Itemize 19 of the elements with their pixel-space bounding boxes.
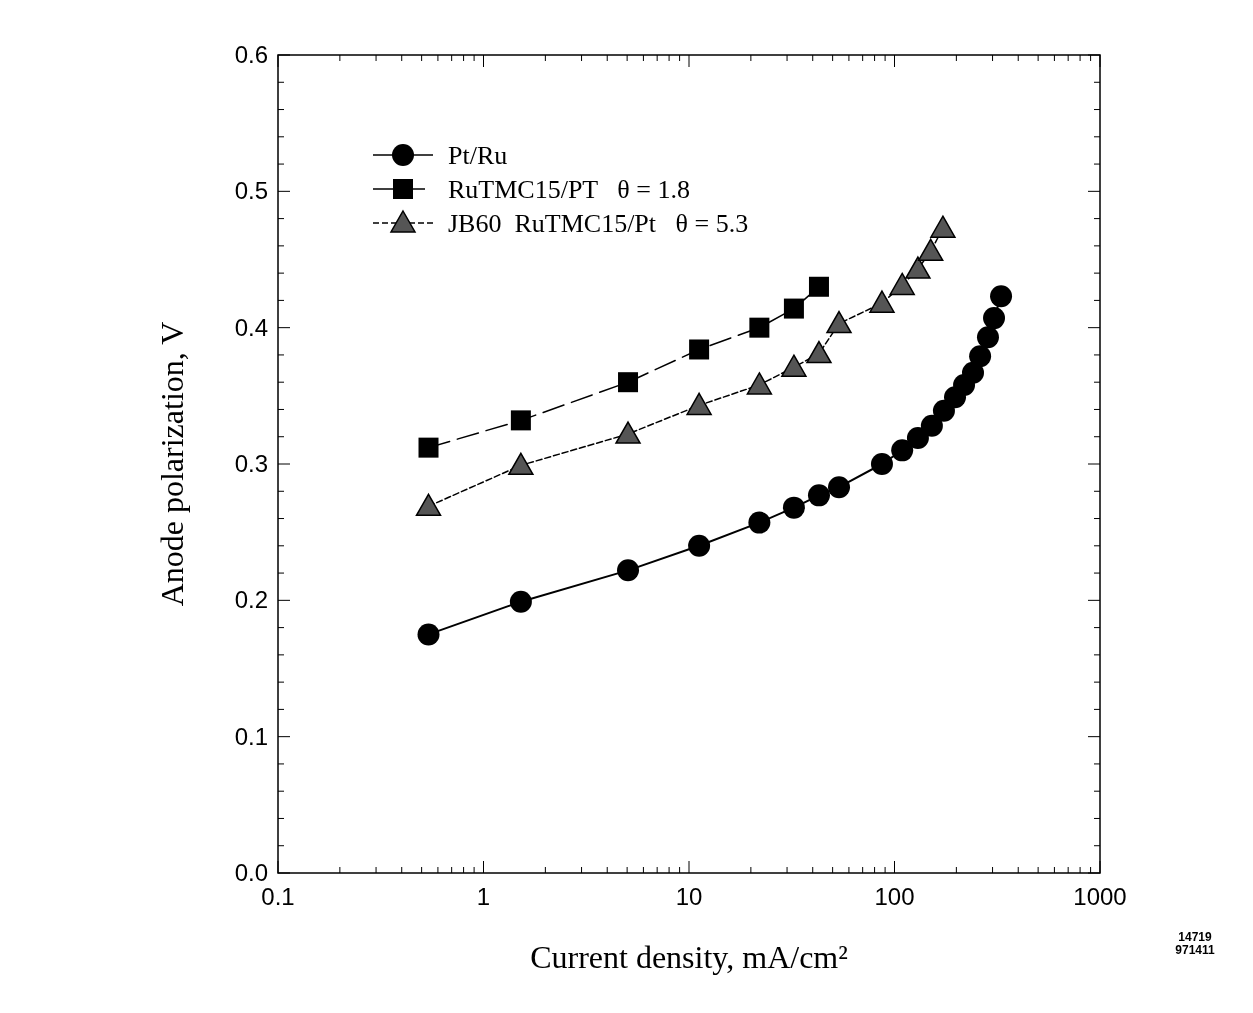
y-tick-label: 0.5 bbox=[234, 177, 268, 205]
legend-label: RuTMC15/PT θ = 1.8 bbox=[448, 175, 690, 204]
x-tick-label: 1000 bbox=[1073, 883, 1127, 910]
legend-label: Pt/Ru bbox=[448, 141, 508, 170]
y-tick-label: 0.2 bbox=[234, 586, 268, 614]
x-axis-title: Current density, mA/cm² bbox=[530, 939, 848, 975]
text: 14719 bbox=[1178, 930, 1213, 944]
x-tick-label: 100 bbox=[874, 883, 915, 910]
y-tick-label: 0.0 bbox=[234, 859, 268, 886]
text: 971411 bbox=[1175, 943, 1216, 957]
x-tick-label: 10 bbox=[675, 883, 703, 910]
y-tick-label: 0.4 bbox=[234, 313, 268, 341]
legend-label: JB60 RuTMC15/Pt θ = 5.3 bbox=[448, 209, 749, 238]
y-tick-label: 0.1 bbox=[234, 722, 268, 750]
y-tick-label: 0.6 bbox=[234, 41, 268, 68]
x-tick-label: 1 bbox=[476, 883, 491, 910]
y-axis-title: Anode polarization, V bbox=[154, 321, 190, 607]
x-tick-label: 0.1 bbox=[261, 883, 295, 910]
y-tick-label: 0.3 bbox=[234, 450, 268, 477]
